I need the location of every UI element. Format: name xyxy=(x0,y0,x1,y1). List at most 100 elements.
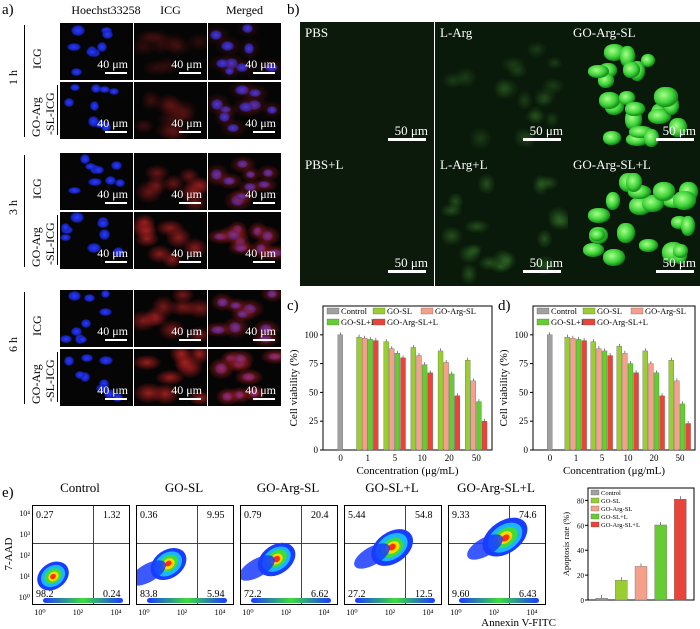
scale-text-r5-c2: 40 μm xyxy=(245,383,276,397)
chart-d-xtick-label-3: 10 xyxy=(624,453,634,463)
fluor-title-4: L-Arg+L xyxy=(440,157,488,172)
chart-c-bar-4-4 xyxy=(454,395,461,451)
fluor-panel-2: GO-Arg-SL 50 μm xyxy=(568,22,700,154)
inset-ylabel: Apoptosis rate (%) xyxy=(561,512,571,576)
flow-xtick-0-1: 10² xyxy=(73,608,84,617)
panel-d-chart: 0 25 50 75 100 Cell viability (%) 0 1 5 10 20 50 Con… xyxy=(498,305,696,477)
chart-c-bar-2-1 xyxy=(362,338,368,451)
chart-c-bar-3-4 xyxy=(449,373,455,451)
inset-legend-label-2: GO-Arg-SL xyxy=(601,506,632,513)
flow-plot-1: 0.36 9.95 83.8 5.94 xyxy=(136,505,234,605)
chart-d-xtick-label-2: 5 xyxy=(600,453,605,463)
flow-xtick-2-1: 10² xyxy=(281,608,292,617)
flow-quadrant-2-2: 72.2 xyxy=(244,589,262,600)
scale-bar-r2-c1 xyxy=(179,202,201,204)
cell-r5-c2: 40 μm xyxy=(208,349,281,406)
chart-c-ytick-label-0: 0 xyxy=(314,445,319,455)
chart-c-legend-label-3: GO-SL+L xyxy=(341,317,376,327)
inset-ytick-label-4: 80 xyxy=(577,497,585,505)
chart-d-legend-swatch-3 xyxy=(536,318,550,326)
chart-d-bar-4-1 xyxy=(581,340,587,451)
inset-ytick-label-3: 60 xyxy=(577,522,585,530)
chart-c-bar-1-3 xyxy=(410,347,417,451)
fluor-title-5: GO-Arg-SL+L xyxy=(573,157,651,172)
chart-c-bar-2-4 xyxy=(443,362,449,451)
flow-ytick-0: 10⁴ xyxy=(19,509,30,518)
chart-d-bar-1-3 xyxy=(616,346,622,451)
flow-xtick-1-1: 10² xyxy=(177,608,188,617)
inset-bar-2 xyxy=(634,566,648,601)
chart-c-bar-2-2 xyxy=(389,348,395,451)
scale-text-r3-c0: 40 μm xyxy=(97,246,128,260)
chart-c-bar-0-0 xyxy=(337,334,343,451)
chart-d-xtick-label-5: 50 xyxy=(676,453,686,463)
scale-text-r3-c2: 40 μm xyxy=(245,246,276,260)
chart-d-bar-3-4 xyxy=(653,372,660,451)
scale-text-r0-c0: 40 μm xyxy=(97,57,128,71)
chart-d-bar-3-3 xyxy=(627,363,634,451)
row-label-go2-0: -SL-ICG xyxy=(43,92,57,135)
flow-quadrant-1-3: 5.94 xyxy=(207,589,225,600)
flow-xtick-2-2: 10⁴ xyxy=(319,608,330,617)
chart-c-legend-label-0: Control xyxy=(341,306,368,316)
scale-bar-r0-c0 xyxy=(105,72,127,74)
chart-d-bar-3-1 xyxy=(575,339,582,451)
row-divider-1 xyxy=(57,215,58,265)
flow-title-4: GO-Arg-SL+L xyxy=(457,480,535,495)
scale-text-r5-c1: 40 μm xyxy=(171,383,202,397)
flow-ytick-3: 10¹ xyxy=(20,572,31,581)
chart-c-ytick-label-4: 100 xyxy=(305,330,319,340)
chart-c-xtick-label-2: 5 xyxy=(393,453,398,463)
cell-r0-c2: 40 μm xyxy=(208,23,281,80)
chart-d-bar-1-4 xyxy=(642,350,648,451)
flow-title-2: GO-Arg-SL xyxy=(256,480,320,495)
chart-c-legend-label-1: GO-SL xyxy=(387,306,412,316)
cell-r3-c2: 40 μm xyxy=(208,212,281,269)
chart-d-xtick-label-4: 20 xyxy=(650,453,660,463)
flow-xtick-3-2: 10⁴ xyxy=(423,608,434,617)
inset-bar-4 xyxy=(674,499,687,601)
cell-r5-c0: 40 μm xyxy=(60,349,133,406)
flow-quadrant-3-3: 12.5 xyxy=(415,589,433,600)
chart-c-frame xyxy=(322,305,493,451)
panel-a-label: a) xyxy=(2,2,14,18)
scale-text-r4-c2: 40 μm xyxy=(245,324,276,338)
chart-d-legend-swatch-2 xyxy=(630,307,644,315)
flow-xtick-1-0: 10⁰ xyxy=(138,608,149,617)
cell-r5-c1: 40 μm xyxy=(134,349,207,406)
inset-ytick-label-1: 20 xyxy=(577,572,585,580)
chart-c-legend-swatch-1 xyxy=(372,307,386,315)
chart-d-ylabel: Cell viability (%) xyxy=(498,349,510,426)
fluor-title-2: GO-Arg-SL xyxy=(573,25,636,40)
flow-title-3: GO-SL+L xyxy=(365,480,419,495)
flow-plot-2: 0.79 20.4 72.2 6.62 xyxy=(240,505,338,605)
inset-bar-0 xyxy=(595,597,608,601)
fluor-title-3: PBS+L xyxy=(305,157,344,172)
flow-quadrant-0-1: 1.32 xyxy=(103,510,121,521)
fluor-scale-bar-5 xyxy=(656,270,694,273)
panel-d-label: d) xyxy=(498,298,511,314)
inset-legend-swatch-2 xyxy=(590,505,600,512)
fluor-scale-bar-4 xyxy=(523,270,561,273)
chart-c-bar-3-5 xyxy=(476,401,482,451)
panel-b-label: b) xyxy=(287,2,300,18)
chart-d-legend-label-1: GO-SL xyxy=(597,306,622,316)
flow-xtick-0-0: 10⁰ xyxy=(34,608,45,617)
flow-quadrant-0-3: 0.24 xyxy=(103,589,121,600)
chart-c-bar-2-5 xyxy=(470,380,476,451)
chart-c-legend-swatch-2 xyxy=(420,307,434,315)
time-divider-1 xyxy=(24,155,25,267)
chart-d-bar-2-1 xyxy=(570,338,576,451)
scale-bar-r3-c1 xyxy=(179,261,201,263)
chart-d-bar-1-5 xyxy=(668,359,674,451)
flow-plot-3: 5.44 54.8 27.2 12.5 xyxy=(344,505,442,605)
panel-e-flow-axes: 7-AAD 10⁴ 10³ 10² 10¹ 10⁰ 10⁰ 10² 10⁴ 10⁰ 10² 10⁴ 10… xyxy=(3,509,556,629)
chart-d-legend-swatch-1 xyxy=(582,307,596,315)
row-label-go-2: GO-Arg xyxy=(29,364,43,404)
scale-bar-r1-c0 xyxy=(105,131,127,133)
time-label-0: 1 h xyxy=(6,70,20,85)
fluor-scale-bar-1 xyxy=(523,138,561,141)
inset-bar-1 xyxy=(615,580,628,601)
flow-quadrant-0-0: 0.27 xyxy=(36,510,54,521)
